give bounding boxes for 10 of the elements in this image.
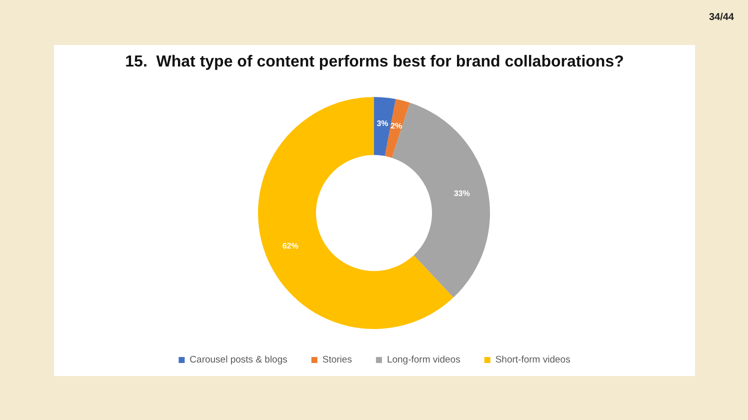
data-label: 62% [282, 242, 298, 251]
data-label: 2% [390, 121, 402, 130]
data-label: 3% [376, 118, 388, 128]
data-label: 33% [454, 188, 470, 198]
text: 34/44 [708, 12, 734, 23]
legend-label: Stories [322, 354, 352, 366]
chart-title: 15. What type of content performs best for brand collaborations? [125, 54, 624, 70]
legend-label: Long-form videos [386, 354, 461, 366]
legend-label: Short-form videos [495, 354, 571, 366]
legend-label: Carousel posts & blogs [190, 354, 288, 366]
